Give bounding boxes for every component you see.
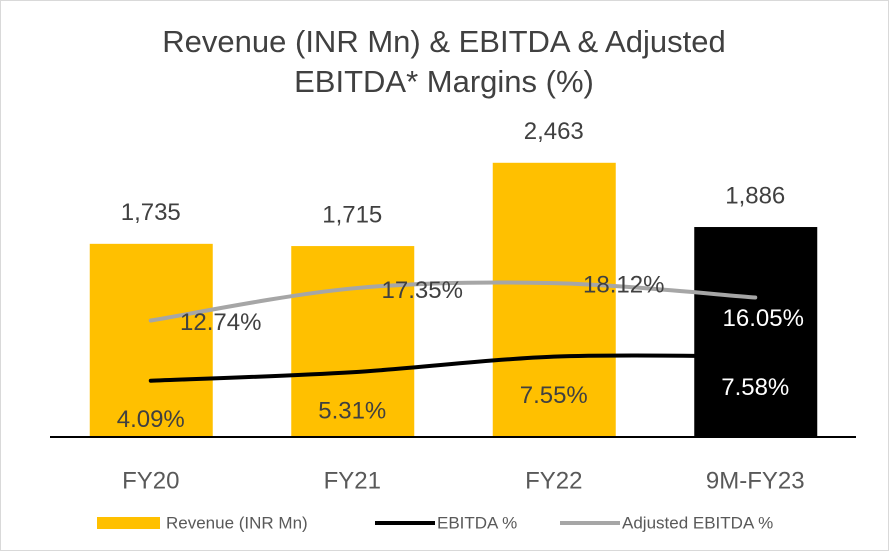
legend-label: Revenue (INR Mn)	[166, 513, 308, 532]
data-label: 18.12%	[583, 271, 664, 298]
legend-label: Adjusted EBITDA %	[622, 513, 773, 532]
chart-title: Revenue (INR Mn) & EBITDA & Adjusted EBIT…	[162, 24, 725, 99]
bar	[694, 227, 818, 437]
data-label: 4.09%	[117, 406, 185, 433]
bar	[291, 246, 415, 437]
data-label: 12.74%	[180, 309, 261, 336]
bar	[492, 162, 616, 437]
bar	[89, 243, 213, 437]
x-tick-label: FY21	[324, 467, 381, 494]
data-label: 2,463	[524, 118, 584, 145]
data-label: 5.31%	[318, 398, 386, 425]
x-tick-label: FY20	[122, 467, 179, 494]
line	[148, 280, 758, 323]
data-label: 17.35%	[382, 277, 463, 304]
x-tick-label: 9M-FY23	[706, 467, 805, 494]
data-label: 16.05%	[723, 305, 804, 332]
data-label: 1,715	[322, 201, 382, 228]
x-tick-label: FY22	[525, 467, 582, 494]
data-label: 7.55%	[520, 382, 588, 409]
data-label: 7.58%	[721, 374, 789, 401]
data-label: 1,735	[121, 199, 181, 226]
data-label: 1,886	[725, 182, 785, 209]
line	[148, 353, 758, 383]
legend-swatch	[97, 517, 160, 529]
legend-label: EBITDA %	[437, 513, 517, 532]
